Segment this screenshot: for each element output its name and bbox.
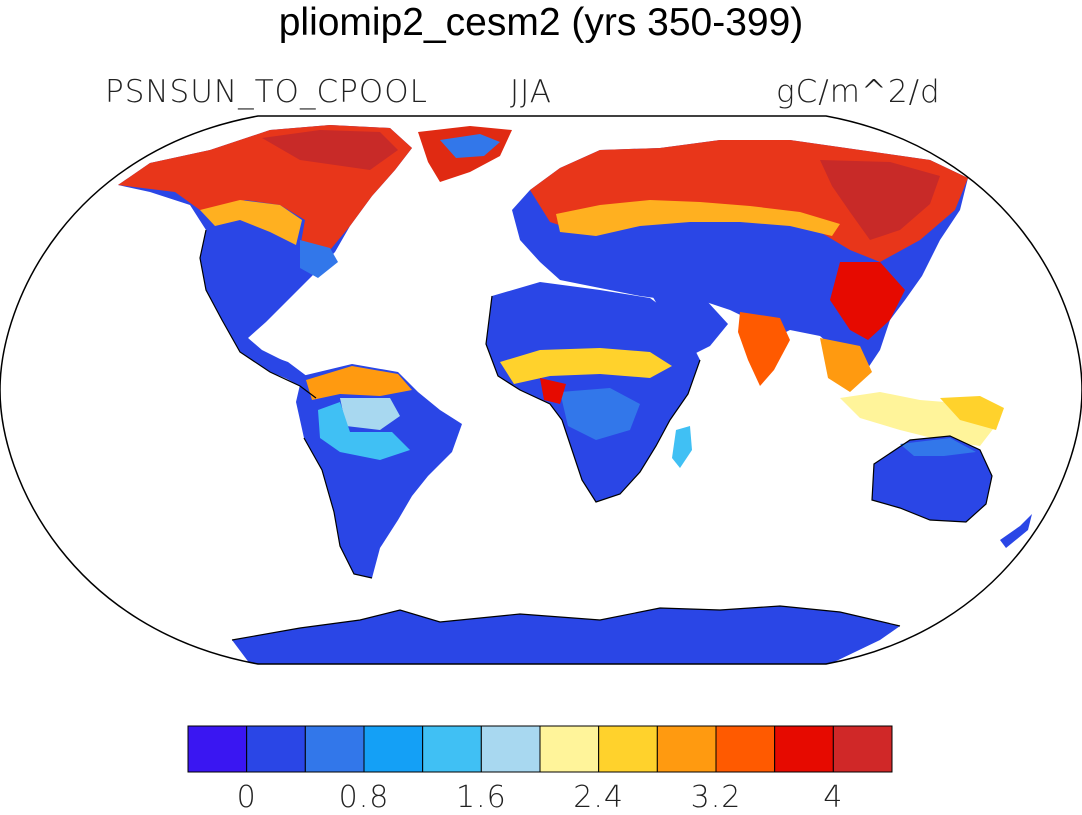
colorbar-tick-label: 1.6: [455, 780, 507, 815]
colorbar-swatch: [246, 725, 306, 773]
new-guinea: [940, 396, 1004, 430]
madagascar-landmass: [672, 426, 692, 468]
north-america-transition-band: [200, 200, 302, 245]
colorbar-swatch: [480, 725, 541, 773]
north-america-arctic-red: [262, 130, 398, 170]
sahel-band: [500, 348, 672, 384]
colorbar-swatch: [187, 725, 248, 773]
antarctica-landmass: [232, 606, 900, 664]
colorbar-swatch: [656, 725, 717, 773]
map-title: pliomip2_cesm2 (yrs 350-399): [278, 1, 804, 44]
arabia-landmass: [650, 292, 728, 356]
colorbar-tick-label: 2.4: [573, 780, 625, 815]
southeast-asia-orange: [820, 338, 872, 392]
australia-north-edge: [900, 438, 976, 456]
season-label: JJA: [510, 74, 552, 110]
colorbar-swatch: [304, 725, 365, 773]
colorbar-tick-label: 0.8: [338, 780, 390, 815]
coastlines: [199, 229, 993, 641]
colorbar-tick-label: 4: [823, 780, 844, 815]
colorbar: [187, 725, 893, 773]
colorbar-tick-label: 3.2: [690, 780, 742, 815]
australia-landmass: [872, 436, 992, 522]
variable-label: PSNSUN_TO_CPOOL: [105, 74, 428, 110]
south-america-north-band: [306, 366, 412, 400]
india-landmass: [738, 312, 790, 386]
new-zealand: [1000, 514, 1032, 548]
colorbar-swatch: [715, 725, 776, 773]
colorbar-swatch: [363, 725, 424, 773]
east-asia-red: [830, 262, 905, 340]
colorbar-swatch: [422, 725, 482, 773]
north-america-east-patch: [300, 240, 338, 278]
land-fields: [118, 125, 1032, 664]
units-label: gC/m^2/d: [776, 74, 941, 110]
congo-patch: [560, 388, 640, 440]
eurasia-transition-band: [556, 200, 840, 236]
south-america-amazon-pale: [340, 398, 400, 430]
siberia-dark-red: [820, 160, 940, 240]
greenland-interior: [440, 134, 500, 158]
colorbar-swatch: [774, 725, 834, 773]
colorbar-tick-label: 0: [236, 780, 257, 815]
south-america-mid-cyan: [318, 402, 410, 460]
colorbar-swatch: [832, 725, 893, 773]
colorbar-swatch: [598, 725, 658, 773]
central-africa-red: [540, 378, 566, 404]
colorbar-swatch: [539, 725, 600, 773]
map-globe-outline: [0, 115, 1082, 665]
